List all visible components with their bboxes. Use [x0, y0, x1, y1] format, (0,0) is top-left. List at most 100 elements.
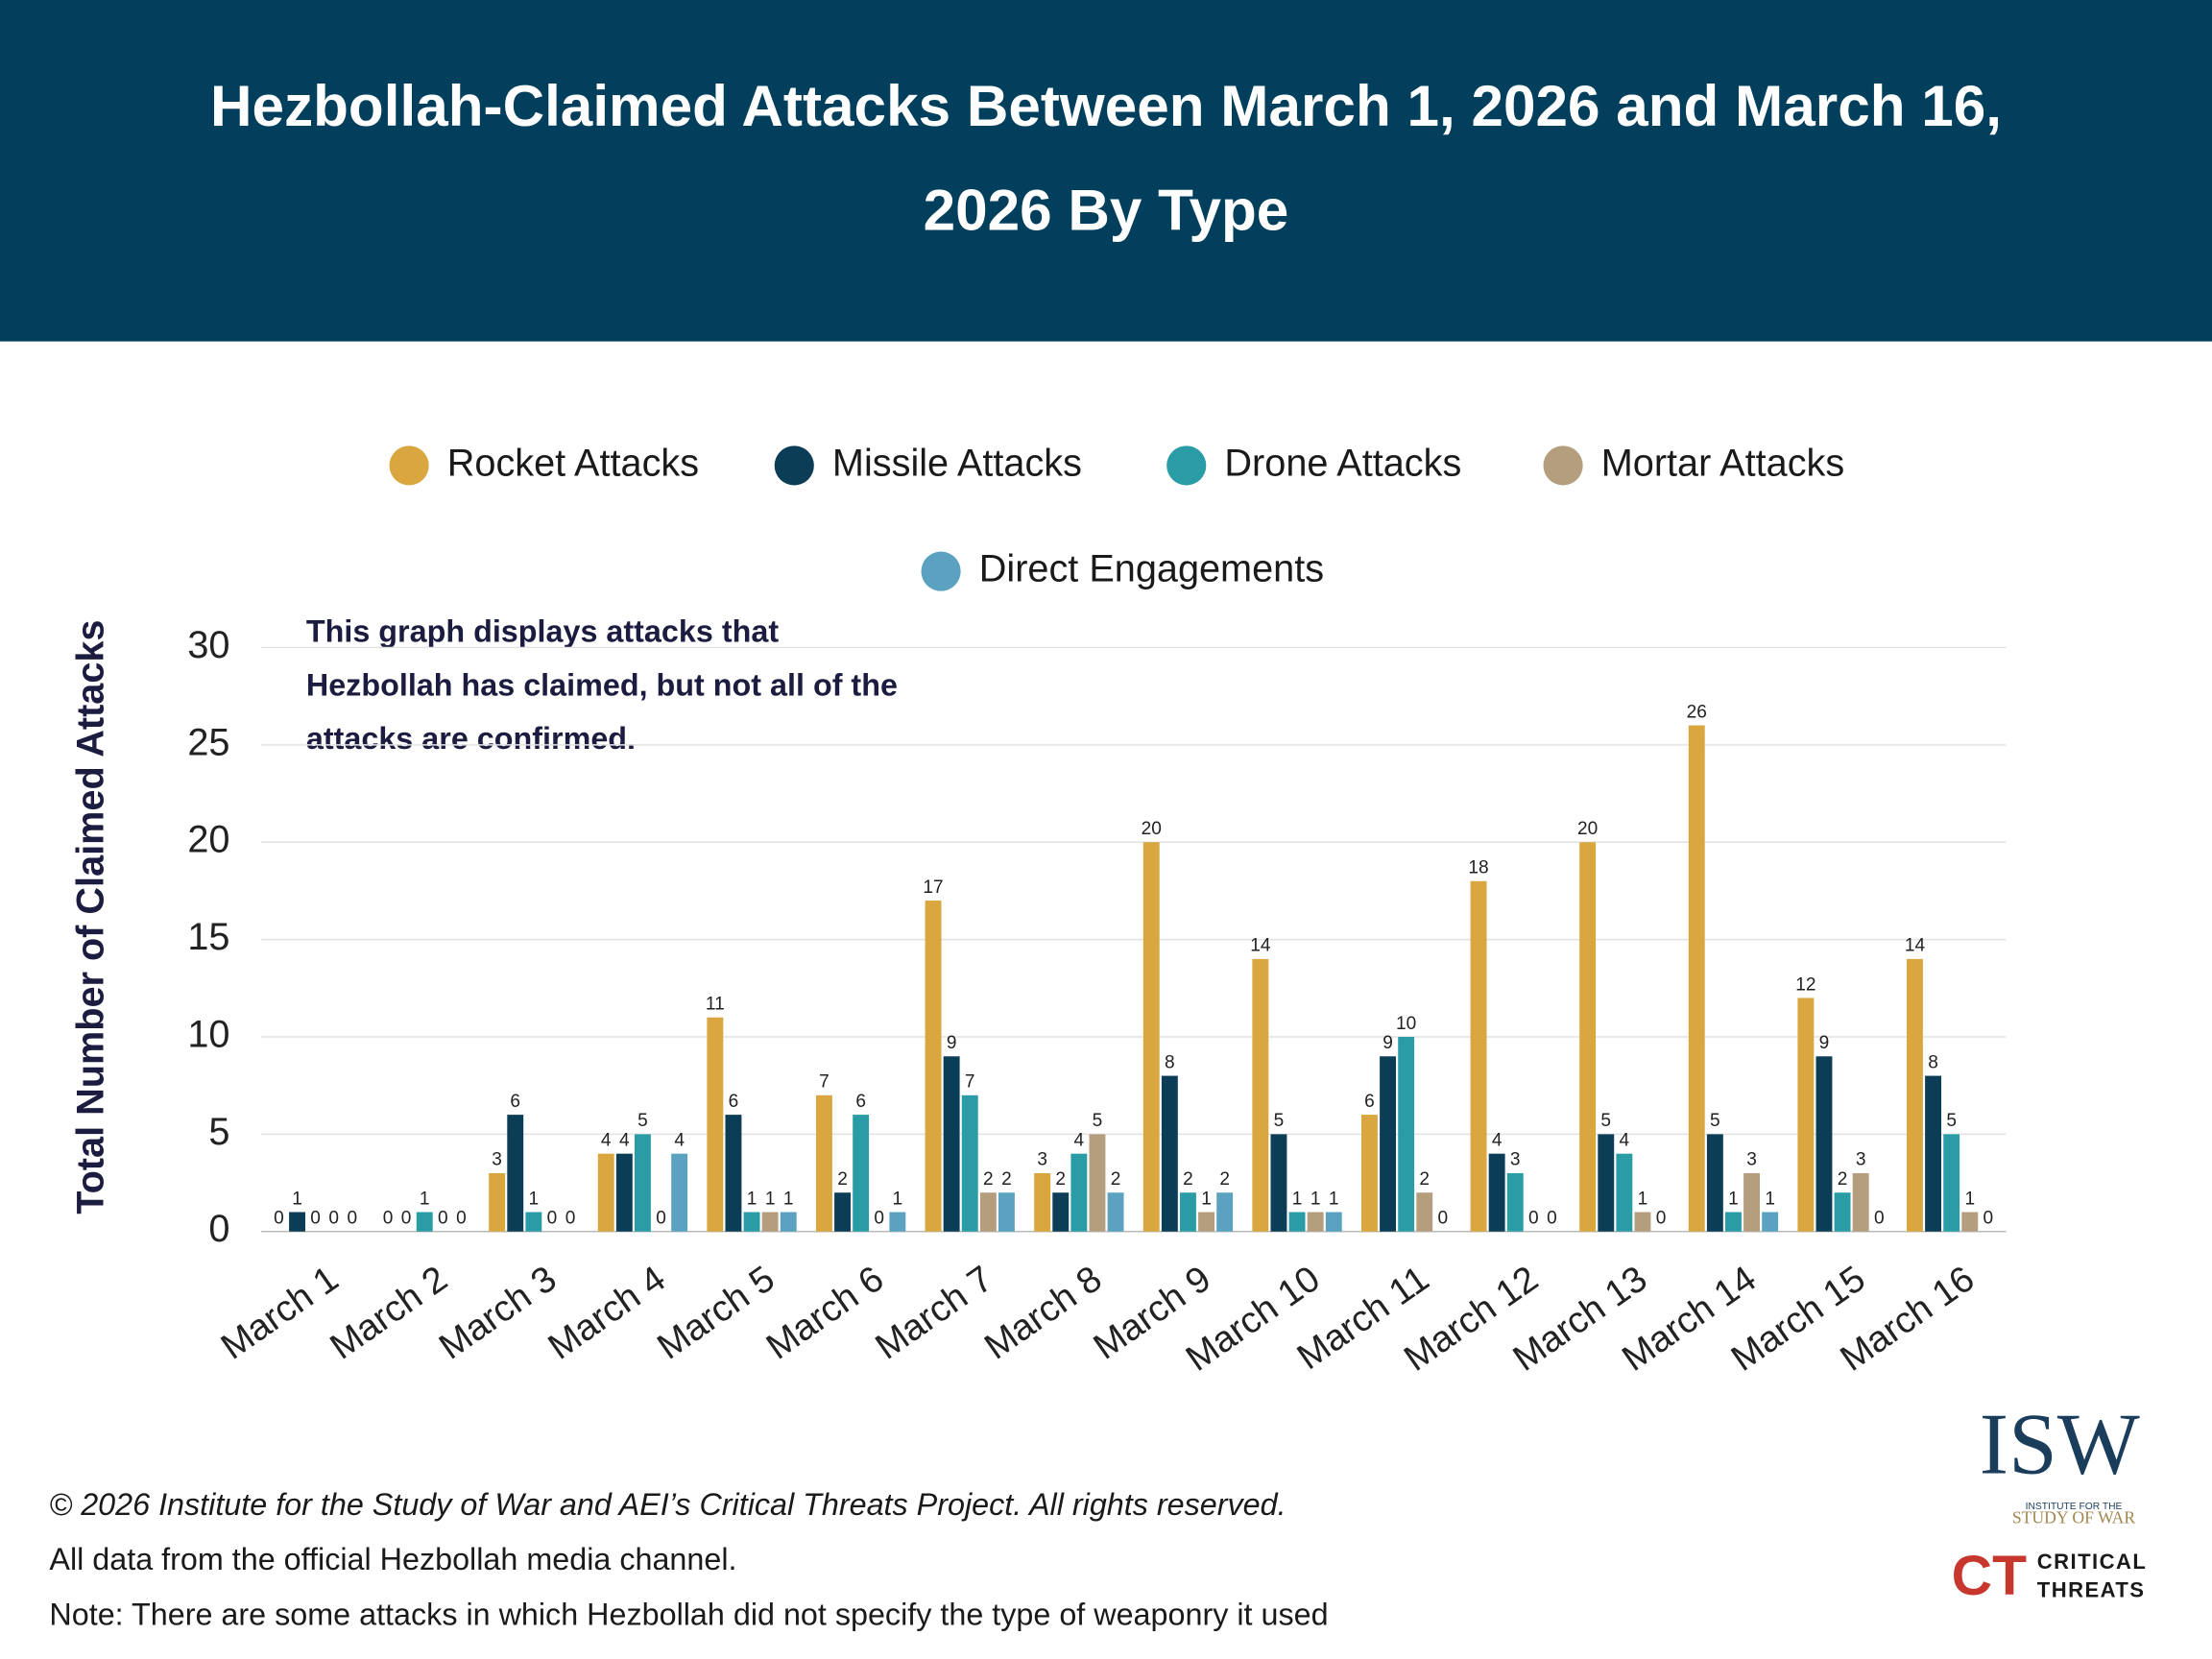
bar [1361, 1115, 1378, 1232]
value-label: 0 [656, 1209, 666, 1229]
bar [1961, 1212, 1979, 1232]
bar [979, 1192, 997, 1232]
bar [1052, 1192, 1070, 1232]
value-label: 4 [674, 1130, 685, 1150]
bar [489, 1172, 506, 1232]
bar [1198, 1212, 1215, 1232]
bar [615, 1153, 633, 1232]
value-label: 20 [1142, 819, 1162, 839]
bar [1506, 1172, 1524, 1232]
legend-marker [774, 445, 814, 486]
footnote: © 2026 Institute for the Study of War an… [49, 1487, 1286, 1522]
legend-label: Direct Engagements [979, 548, 1324, 590]
value-label: 0 [1984, 1209, 1994, 1229]
value-label: 12 [1795, 974, 1815, 995]
legend-label: Rocket Attacks [447, 442, 699, 484]
bar [1216, 1192, 1234, 1232]
bar [1907, 958, 1923, 1232]
bar [1616, 1153, 1633, 1232]
value-label: 3 [492, 1150, 502, 1170]
value-label: 3 [1746, 1150, 1757, 1170]
value-label: 0 [310, 1209, 321, 1229]
logo-isw-line2: STUDY OF WAR [2012, 1508, 2136, 1527]
bar [1688, 725, 1705, 1232]
y-axis-label: Total Number of Claimed Attacks [69, 620, 111, 1214]
value-label: 7 [965, 1072, 975, 1093]
bar [853, 1115, 870, 1232]
value-label: 0 [874, 1209, 884, 1229]
value-label: 0 [565, 1209, 576, 1229]
bar [597, 1153, 614, 1232]
bar [671, 1153, 688, 1232]
value-label: 3 [1856, 1150, 1866, 1170]
bar [1834, 1192, 1851, 1232]
bar [1070, 1153, 1088, 1232]
value-label: 5 [1600, 1111, 1611, 1131]
value-label: 1 [529, 1189, 540, 1209]
value-label: 0 [1547, 1209, 1557, 1229]
value-label: 1 [1310, 1189, 1321, 1209]
value-label: 3 [1510, 1150, 1521, 1170]
value-label: 1 [747, 1189, 757, 1209]
bar [961, 1094, 978, 1232]
value-label: 14 [1905, 936, 1926, 956]
header-band [0, 0, 2212, 342]
value-label: 7 [819, 1072, 830, 1093]
bar [1252, 958, 1269, 1232]
value-label: 0 [274, 1209, 284, 1229]
value-label: 6 [729, 1092, 739, 1112]
bar [1598, 1134, 1615, 1232]
bar [1706, 1134, 1723, 1232]
logo-ct-line2: THREATS [2037, 1577, 2146, 1601]
logo-ct: CT [1952, 1545, 2027, 1607]
bar [1180, 1192, 1196, 1232]
value-label: 6 [855, 1092, 866, 1112]
value-label: 11 [706, 995, 725, 1015]
bar [1398, 1037, 1415, 1232]
value-label: 0 [1438, 1209, 1449, 1229]
value-label: 6 [1364, 1092, 1375, 1112]
bar [1852, 1172, 1869, 1232]
value-label: 2 [983, 1169, 994, 1190]
bar [1270, 1134, 1287, 1232]
value-label: 14 [1250, 936, 1271, 956]
annotation: This graph displays attacks that Hezboll… [305, 613, 898, 757]
bar [634, 1134, 651, 1232]
x-tick-label: March 7 [868, 1258, 1000, 1367]
bar [725, 1115, 742, 1232]
logo-isw-line1: INSTITUTE FOR THE [2026, 1502, 2123, 1512]
bar [1307, 1212, 1324, 1232]
bar [1488, 1153, 1505, 1232]
value-label: 2 [837, 1169, 848, 1190]
x-tick-label: March 3 [432, 1258, 565, 1367]
value-label: 1 [783, 1189, 794, 1209]
bar [1943, 1134, 1960, 1232]
value-label: 8 [1928, 1052, 1938, 1072]
bar [1142, 842, 1160, 1232]
legend-label: Mortar Attacks [1601, 442, 1844, 484]
value-label: 1 [1638, 1189, 1648, 1209]
bar [943, 1056, 960, 1232]
bar [1107, 1192, 1124, 1232]
footnote: Note: There are some attacks in which He… [49, 1597, 1328, 1631]
value-label: 2 [1183, 1169, 1193, 1190]
value-label: 1 [1765, 1189, 1775, 1209]
annotation-box: This graph displays attacks that Hezboll… [305, 613, 898, 757]
bar [761, 1212, 779, 1232]
value-label: 0 [401, 1209, 412, 1229]
bar [1925, 1075, 1942, 1232]
legend-marker [389, 445, 429, 486]
x-tick-label: March 5 [650, 1258, 782, 1367]
value-label: 26 [1687, 702, 1707, 722]
bar [1161, 1075, 1178, 1232]
value-label: 0 [438, 1209, 448, 1229]
x-tick-label: March 6 [759, 1258, 892, 1367]
value-label: 5 [1710, 1111, 1720, 1131]
value-label: 2 [1055, 1169, 1066, 1190]
x-tick-label: March 8 [977, 1258, 1110, 1367]
y-tick-label: 5 [208, 1111, 229, 1153]
bar [1815, 1056, 1833, 1232]
value-label: 18 [1468, 858, 1488, 878]
x-tick-label: March 2 [323, 1258, 455, 1367]
